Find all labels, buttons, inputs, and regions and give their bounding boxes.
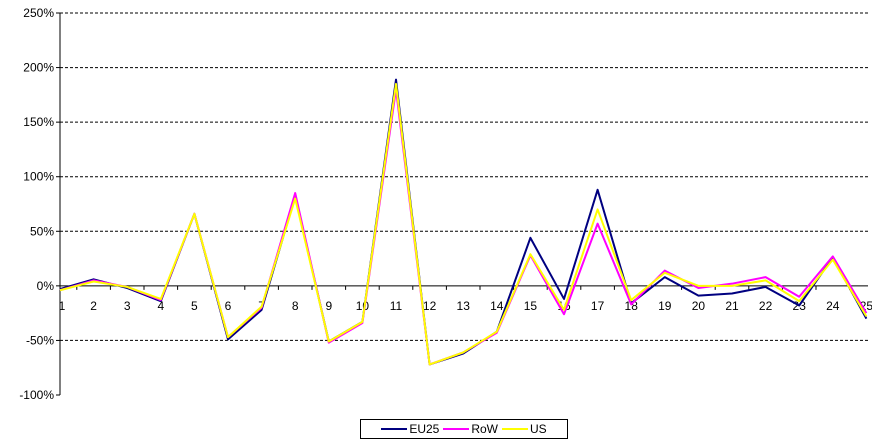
y-tick-label: -100% xyxy=(19,388,54,402)
legend-swatch-row xyxy=(443,428,470,430)
x-tick-label: 1 xyxy=(59,299,66,313)
series-lines xyxy=(59,78,868,366)
x-tick-label: 13 xyxy=(457,299,471,313)
y-tick-label: 150% xyxy=(23,115,54,129)
x-tick-label: 6 xyxy=(225,299,232,313)
y-tick-label: 100% xyxy=(23,170,54,184)
x-tick-label: 12 xyxy=(423,299,437,313)
x-tick-label: 8 xyxy=(292,299,299,313)
x-tick-label: 10 xyxy=(356,299,370,313)
y-tick-label: 50% xyxy=(30,224,54,238)
legend-item-eu25: EU25 xyxy=(381,422,439,436)
x-tick-label: 18 xyxy=(625,299,639,313)
legend-label-us: US xyxy=(530,422,547,436)
y-tick-label: 200% xyxy=(23,61,54,75)
y-tick-labels: -100% -50% 0% 50% 100% 150% 200% 250% xyxy=(19,6,54,402)
x-tick-label: 20 xyxy=(692,299,706,313)
y-tick-label: -50% xyxy=(26,333,54,347)
legend-label-eu25: EU25 xyxy=(409,422,440,436)
y-tick-label: 250% xyxy=(23,6,54,20)
series-line-row xyxy=(59,88,868,366)
legend: EU25 RoW US xyxy=(360,419,568,439)
x-tick-label: 14 xyxy=(490,299,504,313)
legend-item-us: US xyxy=(502,422,547,436)
x-tick-label: 4 xyxy=(157,299,164,313)
axes xyxy=(56,12,868,396)
legend-label-row: RoW xyxy=(471,422,499,436)
x-tick-label: 9 xyxy=(325,299,332,313)
x-tick-label: 11 xyxy=(390,299,403,313)
legend-swatch-eu25 xyxy=(381,428,408,430)
x-tick-label: 3 xyxy=(124,299,131,313)
x-tick-label: 21 xyxy=(725,299,739,313)
x-tick-label: 24 xyxy=(826,299,840,313)
x-tick-label: 2 xyxy=(90,299,97,313)
x-tick-label: 5 xyxy=(191,299,198,313)
legend-item-row: RoW xyxy=(443,422,498,436)
x-tick-label: 19 xyxy=(658,299,672,313)
legend-swatch-us xyxy=(502,428,529,430)
y-tick-label: 0% xyxy=(37,279,55,293)
series-line-us xyxy=(59,82,868,366)
x-tick-label: 15 xyxy=(524,299,538,313)
x-tick-labels: 1 2 3 4 5 6 7 8 9 10 11 12 13 14 15 16 17 18 19 20 21 22 23 24 2… xyxy=(59,299,872,313)
x-tick-label: 22 xyxy=(759,299,773,313)
x-tick-label: 17 xyxy=(591,299,605,313)
